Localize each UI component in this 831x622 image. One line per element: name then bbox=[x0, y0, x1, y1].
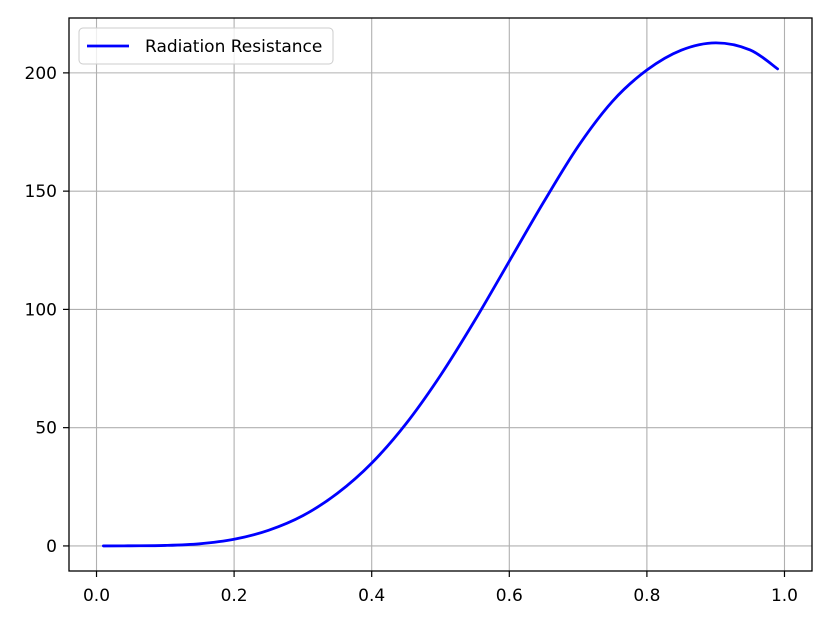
legend-box bbox=[78, 27, 334, 65]
x-tick-label: 0.0 bbox=[83, 586, 110, 606]
x-tick-label: 1.0 bbox=[771, 586, 798, 606]
y-tick-label: 200 bbox=[25, 64, 57, 84]
legend-label: Radiation Resistance bbox=[145, 37, 322, 57]
x-tick-label: 0.6 bbox=[496, 586, 523, 606]
y-tick-label: 100 bbox=[25, 300, 57, 320]
x-tick-label: 0.4 bbox=[358, 586, 385, 606]
y-tick-label: 50 bbox=[35, 419, 57, 439]
plot-lines bbox=[102, 41, 779, 548]
x-tick-label: 0.2 bbox=[221, 586, 248, 606]
x-axis: 0.0 0.2 0.4 0.6 0.8 1.0 bbox=[83, 571, 798, 606]
y-axis: 0 50 100 150 200 bbox=[25, 64, 69, 557]
grid bbox=[69, 18, 812, 571]
y-tick-label: 150 bbox=[25, 182, 57, 202]
y-tick-label: 0 bbox=[46, 537, 57, 557]
plot-frame bbox=[68, 17, 813, 572]
legend: Radiation Resistance bbox=[78, 27, 334, 65]
x-tick-label: 0.8 bbox=[633, 586, 660, 606]
series-line-0 bbox=[102, 41, 779, 548]
